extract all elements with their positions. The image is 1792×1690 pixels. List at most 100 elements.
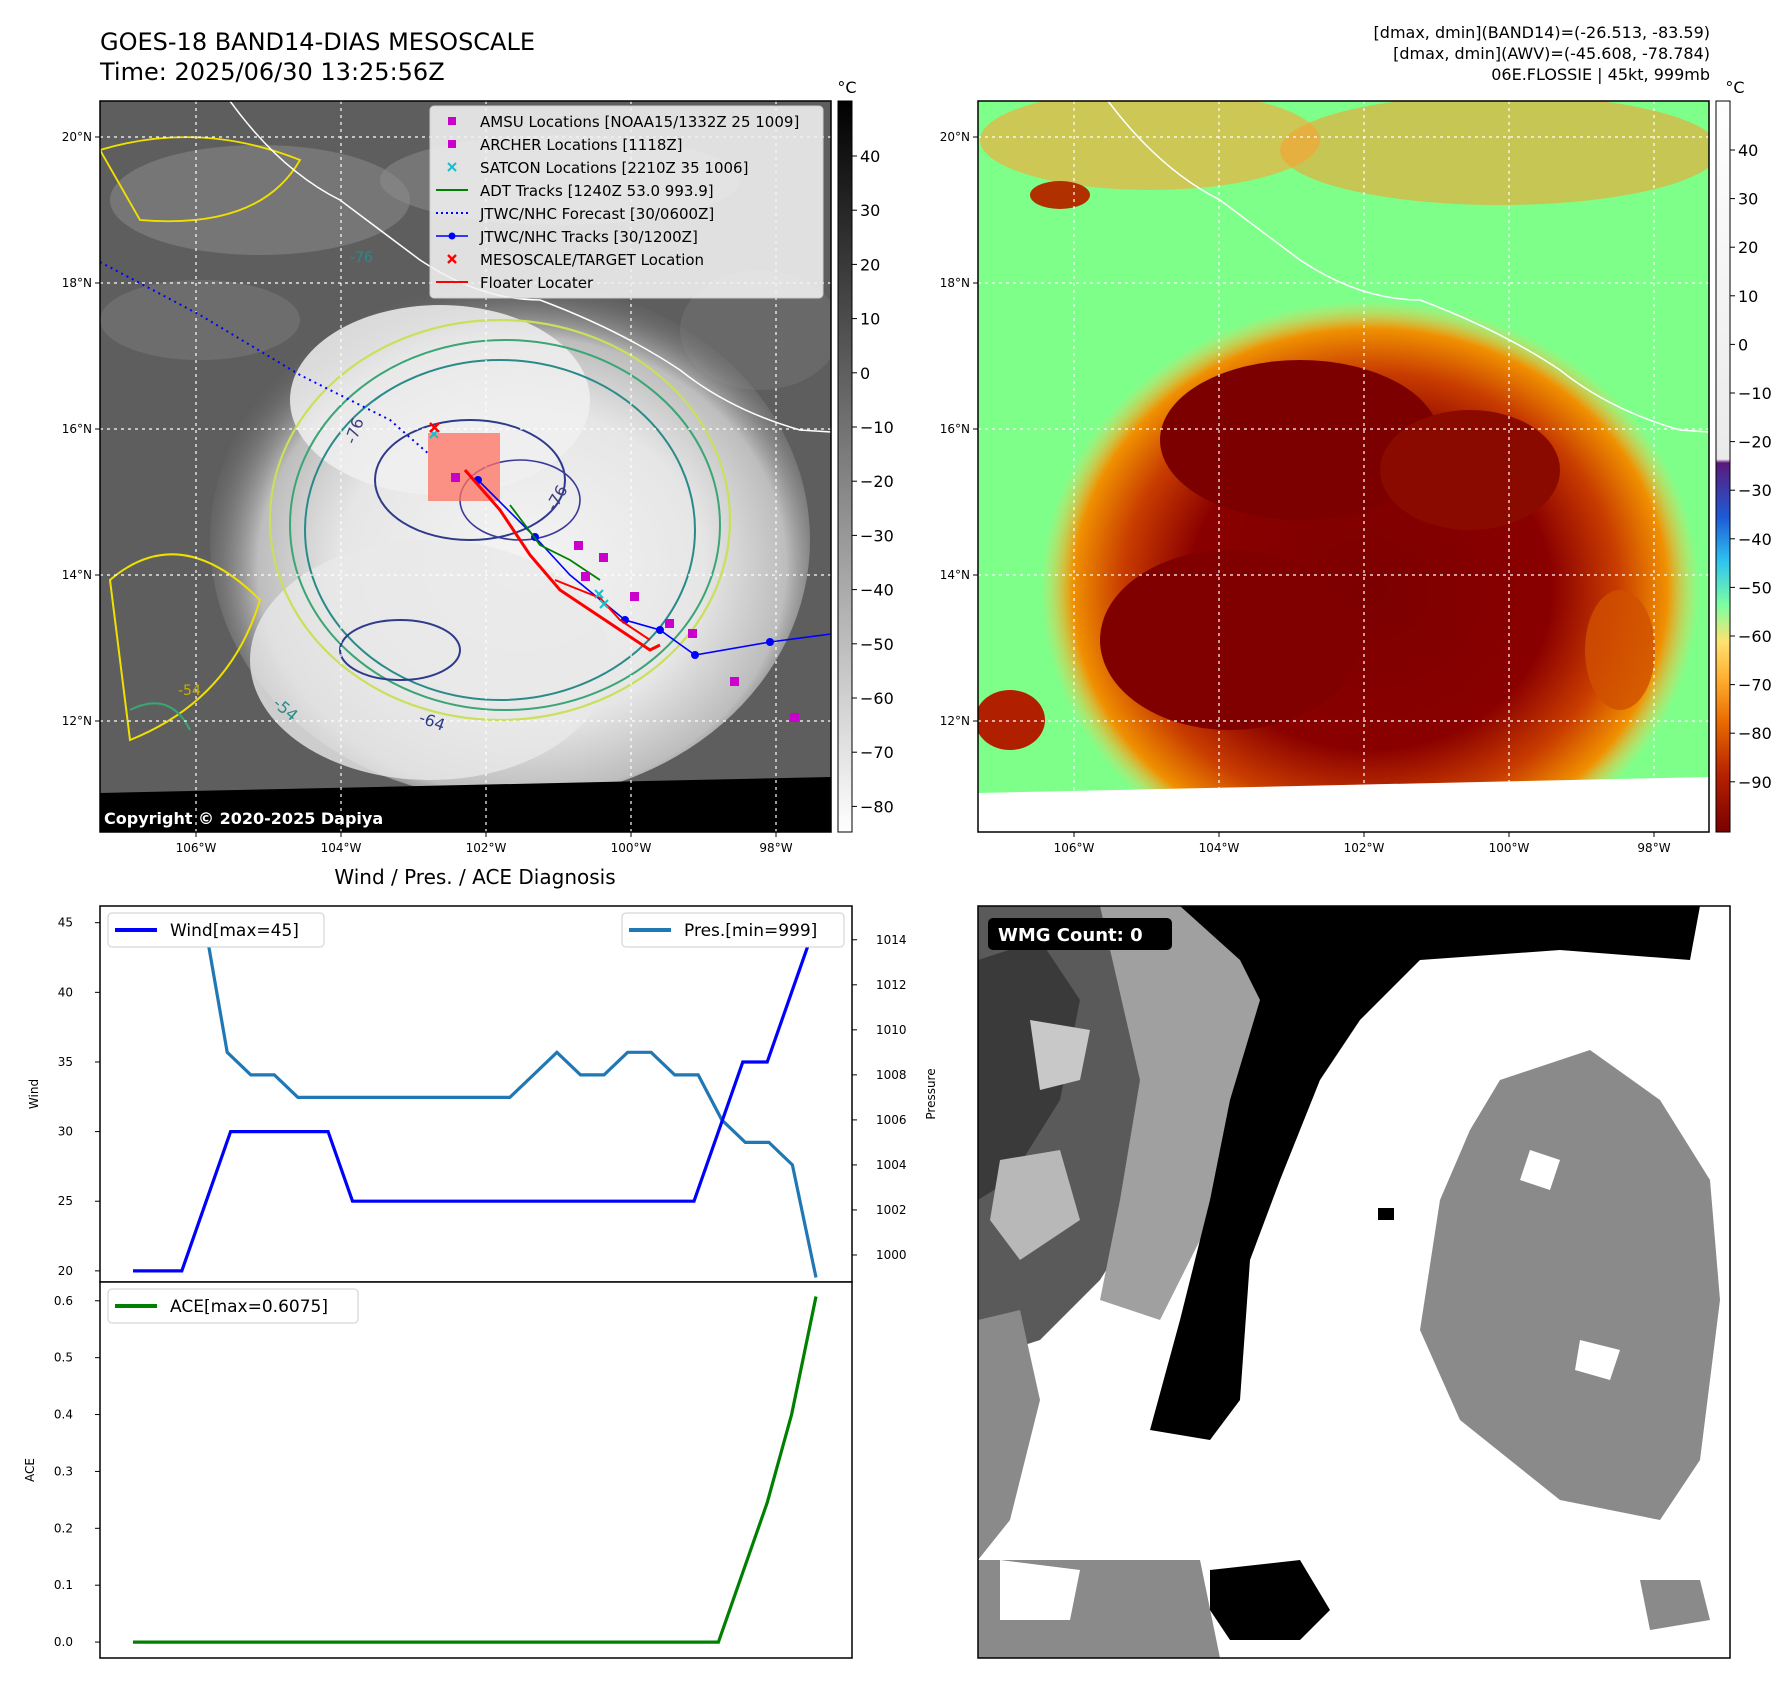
lon-tick-label: 102°W (466, 841, 507, 855)
copyright-notice: Copyright © 2020-2025 Dapiya (104, 809, 383, 828)
ir-colorbar: °C 40 30 20 10 0 −10 −20 −30 −40 −50 −60 −70 −80 (837, 78, 894, 833)
ir-colorbar-tick-label: −10 (860, 418, 894, 437)
wind-tick-label: 40 (58, 985, 73, 999)
legend-tracks: JTWC/NHC Tracks [30/1200Z] (479, 228, 698, 246)
pressure-legend: Pres.[min=999] (621, 912, 845, 948)
pressure-tick-label: 1010 (876, 1023, 907, 1037)
awv-panel (978, 101, 1709, 832)
lat-tick-label: 20°N (940, 130, 970, 144)
awv-colorbar-tick-label: 20 (1738, 238, 1758, 257)
wind-tick-label: 35 (58, 1055, 73, 1069)
ace-legend: ACE[max=0.6075] (107, 1288, 359, 1324)
contour-label: -76 (350, 250, 373, 266)
legend-target: MESOSCALE/TARGET Location (480, 251, 704, 269)
legend-adt: ADT Tracks [1240Z 53.0 993.9] (480, 182, 714, 200)
legend-forecast: JTWC/NHC Forecast [30/0600Z] (479, 205, 714, 223)
ace-axis-label: ACE (23, 1458, 37, 1482)
ir-colorbar-tick-label: 10 (860, 310, 880, 329)
pressure-tick-label: 1012 (876, 978, 907, 992)
lon-tick-label: 104°W (1199, 841, 1240, 855)
awv-colorbar-tick-label: −10 (1738, 384, 1772, 403)
awv-colorbar-tick-label: 30 (1738, 190, 1758, 209)
legend-archer: ARCHER Locations [1118Z] (480, 136, 683, 154)
pressure-tick-label: 1000 (876, 1248, 907, 1262)
lat-tick-label: 20°N (62, 130, 92, 144)
ir-colorbar-tick-label: −80 (860, 797, 894, 816)
awv-colorbar-tick-label: −20 (1738, 433, 1772, 452)
lat-tick-label: 14°N (62, 568, 92, 582)
lat-tick-label: 18°N (940, 276, 970, 290)
info-awv: [dmax, dmin](AWV)=(-45.608, -78.784) (1393, 44, 1710, 63)
ace-tick-label: 0.6 (54, 1294, 73, 1308)
lon-tick-label: 98°W (1637, 841, 1670, 855)
lat-tick-label: 12°N (62, 714, 92, 728)
legend-satcon: SATCON Locations [2210Z 35 1006] (480, 159, 748, 177)
pressure-tick-label: 1002 (876, 1203, 907, 1217)
awv-colorbar-tick-label: −30 (1738, 481, 1772, 500)
lon-tick-label: 104°W (321, 841, 362, 855)
pressure-tick-label: 1014 (876, 933, 907, 947)
ir-colorbar-unit: °C (837, 78, 856, 97)
awv-colorbar-tick-label: 10 (1738, 287, 1758, 306)
wmg-panel (978, 906, 1730, 1658)
ir-colorbar-tick-label: 0 (860, 364, 870, 383)
wind-series-line (133, 922, 818, 1273)
awv-colorbar: °C 40 30 20 10 0 −10 −20 −30 −40 −50 −60 −70 −80 −90 (1715, 78, 1772, 833)
ir-colorbar-tick-label: −40 (860, 581, 894, 600)
wind-tick-label: 30 (58, 1125, 73, 1139)
figure-time: Time: 2025/06/30 13:25:56Z (99, 58, 445, 86)
pressure-axis-label: Pressure (924, 1068, 938, 1119)
lat-tick-label: 18°N (62, 276, 92, 290)
legend-floater: Floater Locater (480, 274, 594, 292)
lon-tick-label: 106°W (176, 841, 217, 855)
ir-colorbar-tick-label: −70 (860, 743, 894, 762)
awv-colorbar-unit: °C (1725, 78, 1744, 97)
pressure-legend-label: Pres.[min=999] (684, 921, 817, 941)
ace-tick-label: 0.4 (54, 1408, 73, 1422)
ace-tick-label: 0.0 (54, 1635, 73, 1649)
diagnosis-title: Wind / Pres. / ACE Diagnosis (334, 865, 615, 889)
awv-colorbar-tick-label: −70 (1738, 676, 1772, 695)
ir-colorbar-tick-label: −50 (860, 635, 894, 654)
ace-tick-label: 0.5 (54, 1351, 73, 1365)
wmg-count-label: WMG Count: 0 (998, 925, 1143, 946)
awv-colorbar-tick-label: −60 (1738, 627, 1772, 646)
ir-colorbar-tick-label: 30 (860, 201, 880, 220)
ir-colorbar-tick-label: −60 (860, 689, 894, 708)
ir-colorbar-tick-label: 20 (860, 255, 880, 274)
pressure-series-line (133, 915, 818, 1278)
wind-tick-label: 45 (58, 916, 73, 930)
lat-tick-label: 16°N (940, 422, 970, 436)
ace-legend-label: ACE[max=0.6075] (170, 1297, 328, 1317)
ir-colorbar-tick-label: −20 (860, 472, 894, 491)
ace-tick-label: 0.1 (54, 1578, 73, 1592)
wmg-count-badge: WMG Count: 0 (988, 918, 1172, 950)
lon-tick-label: 100°W (611, 841, 652, 855)
wind-legend-label: Wind[max=45] (170, 921, 299, 941)
ace-chart-frame (99, 1281, 853, 1659)
ace-tick-label: 0.2 (54, 1521, 73, 1535)
lat-tick-label: 16°N (62, 422, 92, 436)
ir-colorbar-tick-label: −30 (860, 526, 894, 545)
awv-colorbar-tick-label: 0 (1738, 335, 1748, 354)
legend-amsu: AMSU Locations [NOAA15/1332Z 25 1009] (480, 113, 799, 131)
awv-colorbar-tick-label: −80 (1738, 724, 1772, 743)
lat-tick-label: 12°N (940, 714, 970, 728)
pressure-tick-label: 1006 (876, 1113, 907, 1127)
lon-tick-label: 98°W (759, 841, 792, 855)
awv-colorbar-tick-label: 40 (1738, 141, 1758, 160)
contour-label: -54 (178, 683, 201, 699)
awv-colorbar-tick-label: −40 (1738, 530, 1772, 549)
ir-colorbar-tick-label: 40 (860, 147, 880, 166)
awv-colorbar-tick-label: −50 (1738, 578, 1772, 597)
ace-series-line (133, 1296, 818, 1644)
lon-tick-label: 106°W (1054, 841, 1095, 855)
info-storm: 06E.FLOSSIE | 45kt, 999mb (1491, 65, 1710, 84)
ir-legend: AMSU Locations [NOAA15/1332Z 25 1009] AR… (429, 105, 824, 299)
info-band14: [dmax, dmin](BAND14)=(-26.513, -83.59) (1374, 23, 1710, 42)
wind-axis-label: Wind (27, 1079, 41, 1109)
wind-tick-label: 20 (58, 1264, 73, 1278)
figure-title: GOES-18 BAND14-DIAS MESOSCALE (100, 28, 535, 56)
awv-colorbar-tick-label: −90 (1738, 773, 1772, 792)
